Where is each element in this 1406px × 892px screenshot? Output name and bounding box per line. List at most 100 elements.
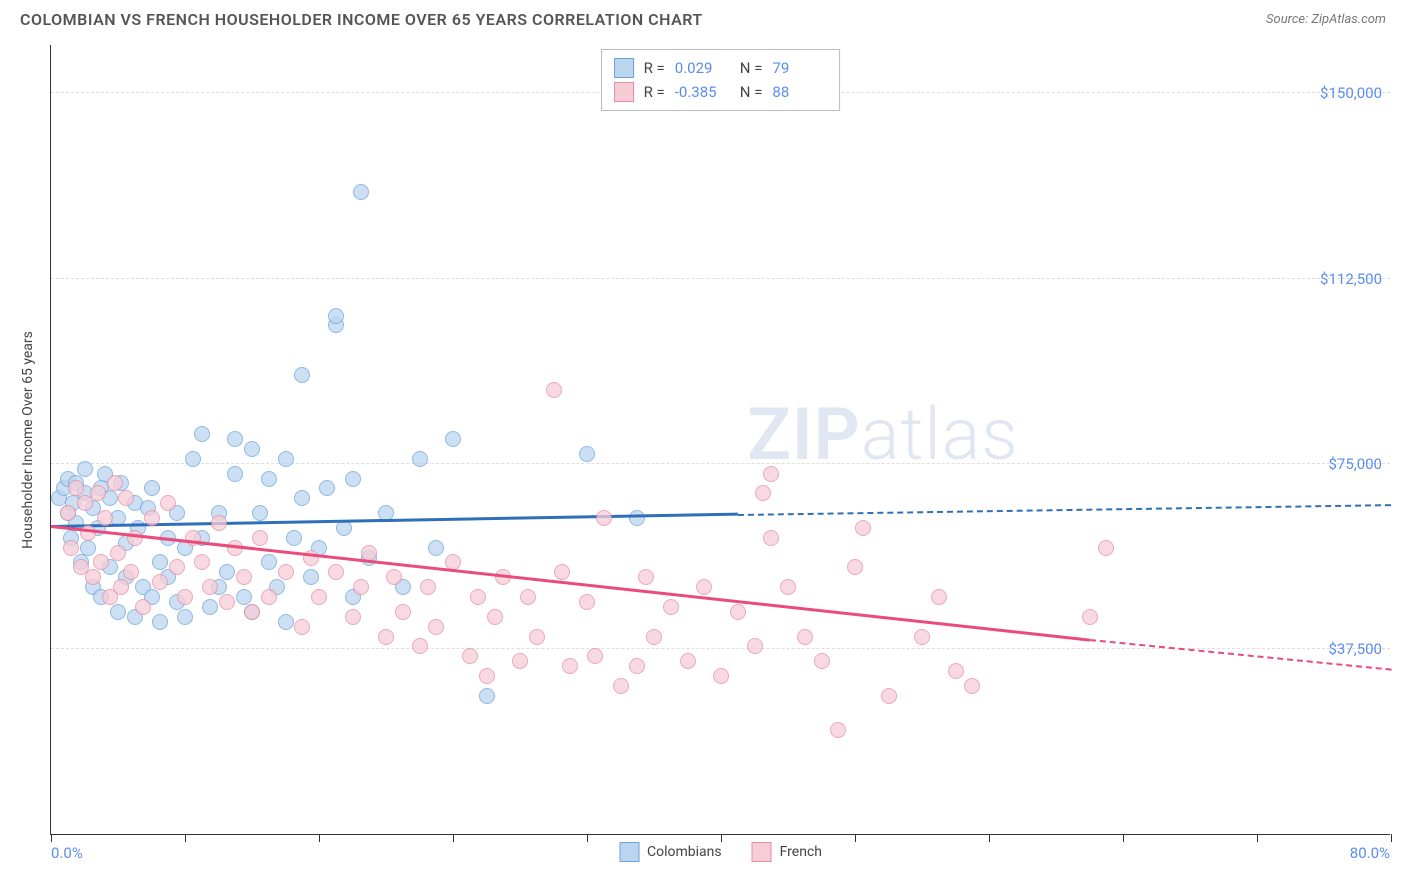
data-point [252, 530, 268, 546]
r-value: 0.029 [675, 59, 730, 77]
data-point [420, 579, 436, 595]
legend-swatch [614, 82, 634, 102]
data-point [60, 505, 76, 521]
data-point [236, 589, 252, 605]
data-point [261, 554, 277, 570]
data-point [278, 451, 294, 467]
data-point [152, 554, 168, 570]
correlation-legend: R =0.029N =79R =-0.385N =88 [601, 49, 841, 111]
data-point [152, 614, 168, 630]
data-point [847, 559, 863, 575]
data-point [1098, 540, 1114, 556]
x-tick [587, 834, 588, 842]
data-point [236, 569, 252, 585]
data-point [202, 579, 218, 595]
data-point [93, 554, 109, 570]
series-name: French [780, 844, 822, 860]
data-point [613, 678, 629, 694]
data-point [227, 466, 243, 482]
legend-swatch [614, 58, 634, 78]
x-tick [721, 834, 722, 842]
data-point [185, 451, 201, 467]
data-point [1082, 609, 1098, 625]
x-tick [185, 834, 186, 842]
data-point [470, 589, 486, 605]
data-point [194, 554, 210, 570]
data-point [696, 579, 712, 595]
legend-row: R =-0.385N =88 [614, 80, 828, 104]
x-tick [319, 834, 320, 842]
data-point [152, 574, 168, 590]
data-point [830, 722, 846, 738]
data-point [244, 604, 260, 620]
data-point [964, 678, 980, 694]
data-point [202, 599, 218, 615]
data-point [663, 599, 679, 615]
data-point [77, 495, 93, 511]
data-point [881, 688, 897, 704]
data-point [412, 451, 428, 467]
y-axis-label: $37,500 [1328, 640, 1382, 658]
data-point [579, 446, 595, 462]
data-point [780, 579, 796, 595]
x-tick [1391, 834, 1392, 842]
data-point [177, 609, 193, 625]
data-point [68, 480, 84, 496]
x-axis-max-label: 80.0% [1350, 844, 1390, 862]
data-point [90, 485, 106, 501]
data-point [747, 638, 763, 654]
data-point [386, 569, 402, 585]
data-point [144, 480, 160, 496]
x-tick [1257, 834, 1258, 842]
y-axis-label: $150,000 [1320, 84, 1382, 102]
data-point [412, 638, 428, 654]
n-label: N = [740, 59, 763, 77]
data-point [177, 589, 193, 605]
data-point [294, 619, 310, 635]
data-point [311, 589, 327, 605]
y-axis-label: $75,000 [1328, 455, 1382, 473]
data-point [353, 579, 369, 595]
data-point [219, 594, 235, 610]
data-point [554, 564, 570, 580]
data-point [428, 619, 444, 635]
data-point [123, 564, 139, 580]
r-label: R = [644, 59, 665, 77]
data-point [244, 441, 260, 457]
data-point [629, 510, 645, 526]
data-point [512, 653, 528, 669]
data-point [428, 540, 444, 556]
data-point [328, 564, 344, 580]
data-point [479, 668, 495, 684]
data-point [144, 510, 160, 526]
data-point [294, 367, 310, 383]
data-point [680, 653, 696, 669]
data-point [278, 614, 294, 630]
x-tick [51, 834, 52, 842]
data-point [328, 308, 344, 324]
data-point [97, 510, 113, 526]
data-point [587, 648, 603, 664]
data-point [63, 540, 79, 556]
data-point [763, 530, 779, 546]
x-tick [453, 834, 454, 842]
data-point [110, 545, 126, 561]
data-point [529, 629, 545, 645]
data-point [395, 604, 411, 620]
chart-title: COLOMBIAN VS FRENCH HOUSEHOLDER INCOME O… [20, 10, 703, 29]
chart-area: ZIPatlas R =0.029N =79R =-0.385N =88 Col… [50, 45, 1390, 835]
data-point [755, 485, 771, 501]
legend-item: French [752, 842, 822, 862]
data-point [638, 569, 654, 585]
data-point [579, 594, 595, 610]
data-point [80, 525, 96, 541]
data-point [169, 559, 185, 575]
data-point [361, 545, 377, 561]
data-point [797, 629, 813, 645]
data-point [562, 658, 578, 674]
series-name: Colombians [647, 844, 722, 860]
data-point [730, 604, 746, 620]
data-point [629, 658, 645, 674]
legend-item: Colombians [619, 842, 722, 862]
data-point [462, 648, 478, 664]
